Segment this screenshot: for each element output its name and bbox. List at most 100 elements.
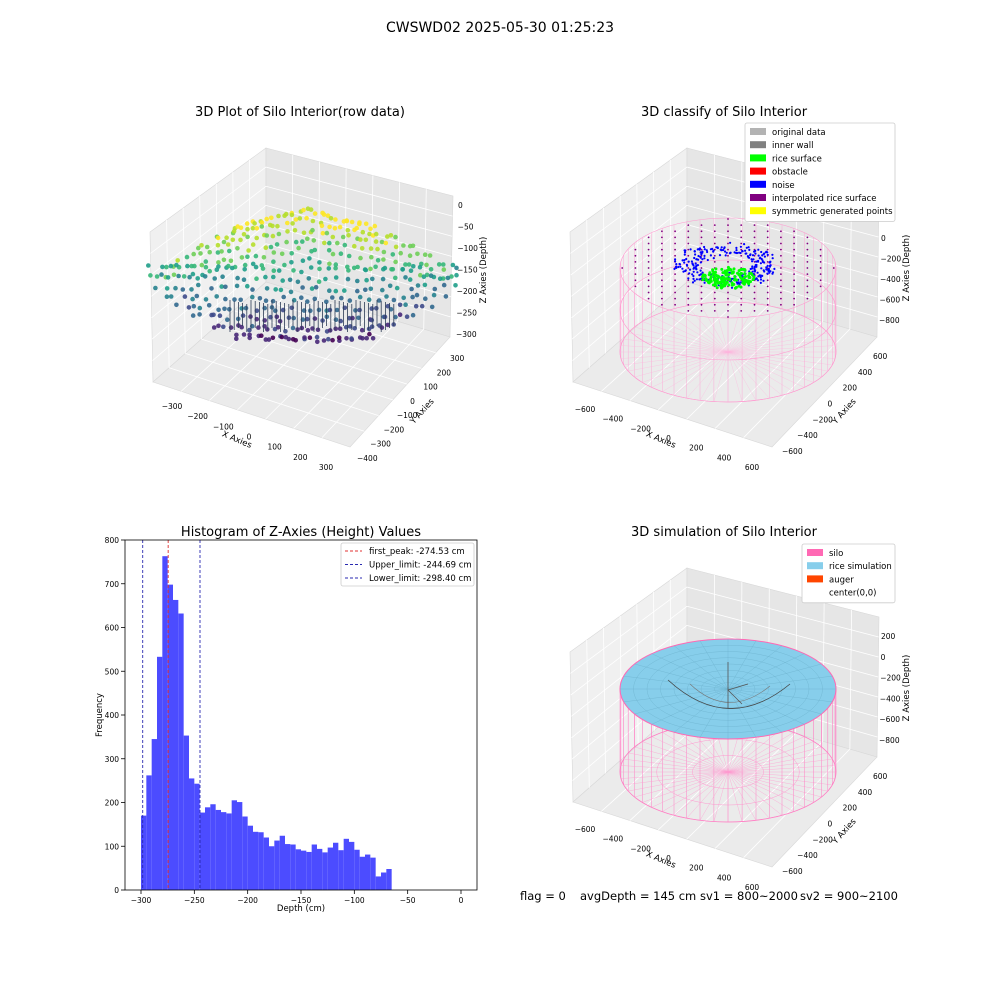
legend: first_peak: -274.53 cm Upper_limit: -244.… <box>340 542 475 587</box>
noise-point <box>722 248 725 252</box>
cloud-point <box>333 262 339 267</box>
noise-point <box>699 255 702 258</box>
cloud-point <box>342 242 348 248</box>
noise-point <box>683 253 686 256</box>
cloud-point <box>359 327 365 333</box>
cloud-point <box>269 215 274 221</box>
noise-point <box>723 247 726 250</box>
y-tick-label: 200 <box>437 368 452 377</box>
cloud-point <box>415 283 421 288</box>
cloud-point <box>393 275 398 281</box>
cloud-point <box>410 294 415 300</box>
noise-point <box>685 257 688 261</box>
cloud-point <box>262 305 268 311</box>
interp-point <box>661 273 663 275</box>
legend: original data inner wall rice surface obsta… <box>744 122 896 222</box>
interp-point <box>793 273 795 275</box>
interp-point <box>713 261 716 263</box>
interp-point <box>806 273 809 275</box>
grid-line <box>714 741 823 849</box>
legend-swatch <box>750 194 766 201</box>
cloud-point <box>190 271 196 277</box>
rice-point <box>728 277 732 281</box>
interp-point <box>766 303 769 306</box>
legend-label: interpolated rice surface <box>772 194 877 204</box>
cloud-point <box>250 294 255 300</box>
cloud-point <box>316 279 322 285</box>
legend-frame <box>340 542 475 587</box>
cloud-point <box>227 307 232 312</box>
cloud-point <box>441 267 447 272</box>
cloud-point <box>360 229 366 235</box>
silo-wireframe <box>619 217 837 403</box>
cloud-point <box>307 335 313 341</box>
interp-point <box>687 230 690 233</box>
interp-point <box>634 279 637 282</box>
histogram-bar <box>343 838 349 890</box>
cloud-point <box>345 264 350 270</box>
silo-floor-ray <box>634 351 729 378</box>
legend-swatch <box>750 141 766 149</box>
cloud-point <box>333 317 339 323</box>
cloud-point <box>285 220 290 226</box>
noise-point <box>757 248 760 251</box>
noise-point <box>750 258 753 261</box>
histogram-bar <box>263 837 269 890</box>
x-tick-label: −100 <box>213 422 234 431</box>
cloud-point <box>220 274 225 280</box>
legend-frame <box>801 543 896 604</box>
cloud-point <box>340 234 346 240</box>
noise-point <box>679 265 682 268</box>
interp-point <box>647 254 650 257</box>
interp-point <box>832 267 835 269</box>
silo-floor-ray <box>620 765 729 773</box>
cloud-point <box>347 315 352 321</box>
noise-point <box>703 257 706 260</box>
cloud-point <box>285 229 290 234</box>
cloud-point <box>428 273 434 279</box>
rice-point <box>720 285 724 289</box>
cloud-point <box>436 262 442 267</box>
cloud-point <box>291 315 297 321</box>
grid-line <box>658 725 769 831</box>
interp-point <box>753 310 756 312</box>
cloud-point <box>159 272 164 277</box>
y-tick-label: −200 <box>384 425 405 434</box>
y-tick-label: 300 <box>450 354 465 363</box>
cloud-point <box>225 242 231 247</box>
cloud-point <box>310 218 316 224</box>
cloud-point <box>357 294 363 300</box>
interp-point <box>740 291 743 294</box>
rice-point <box>741 267 745 271</box>
cloud-point <box>321 338 327 343</box>
noise-point <box>768 265 772 268</box>
y-tick-label: −400 <box>797 431 818 440</box>
noise-point <box>683 251 687 254</box>
x-axis-label: X Axies <box>644 429 677 451</box>
cloud-point <box>274 314 280 320</box>
interp-point <box>727 248 729 251</box>
cloud-point <box>235 275 240 281</box>
noise-point <box>758 274 761 277</box>
histogram-bar <box>381 872 387 890</box>
cloud-point <box>449 274 454 279</box>
mesh-ray <box>623 688 729 703</box>
cloud-point <box>404 314 410 320</box>
interp-point <box>780 273 782 275</box>
noise-point <box>688 272 691 275</box>
interp-point <box>687 267 690 269</box>
cloud-point <box>301 207 306 213</box>
rice-point <box>714 283 718 287</box>
noise-point <box>701 250 704 253</box>
interp-point <box>661 248 663 251</box>
noise-point <box>700 253 703 256</box>
rice-point <box>712 276 716 280</box>
cloud-point <box>369 306 375 311</box>
interp-point <box>780 285 782 288</box>
interp-point <box>700 297 703 300</box>
rice-point <box>748 276 752 279</box>
silo-floor-ray <box>620 351 729 359</box>
cloud-point <box>216 264 221 269</box>
noise-point <box>765 266 768 269</box>
cloud-point <box>242 267 247 272</box>
